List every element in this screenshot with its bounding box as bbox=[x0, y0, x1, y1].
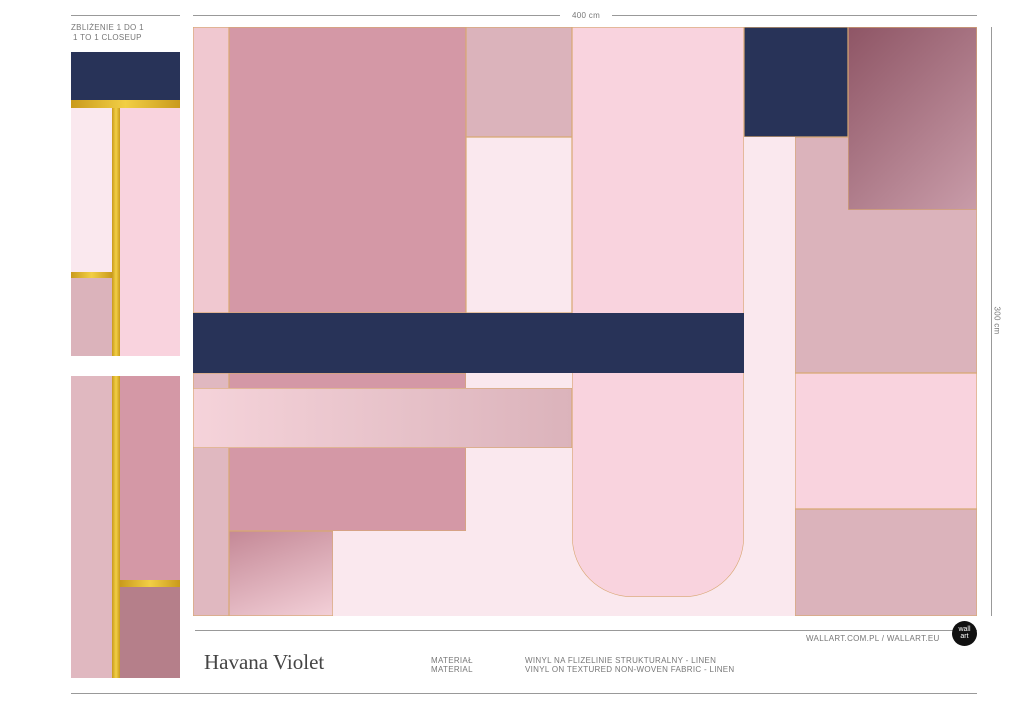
product-name: Havana Violet bbox=[204, 650, 325, 674]
material-label-en: MATERIAL bbox=[431, 665, 473, 674]
wallart-logo: wall art bbox=[952, 621, 977, 646]
material-value-pl: WINYL NA FLIZELINIE STRUKTURALNY - LINEN bbox=[525, 656, 717, 665]
height-dimension-line bbox=[991, 27, 992, 616]
website-link[interactable]: WALLART.COM.PL / WALLART.EU bbox=[806, 634, 940, 643]
footer-top-divider bbox=[195, 630, 977, 631]
width-label: 400 cm bbox=[560, 11, 613, 20]
closeup-label-en: 1 TO 1 CLOSEUP bbox=[73, 33, 142, 42]
closeup-panel-bottom bbox=[71, 376, 180, 678]
closeup-panel-top bbox=[71, 52, 180, 356]
closeup-divider bbox=[71, 15, 180, 16]
closeup-label-pl: ZBLIŻENIE 1 DO 1 bbox=[71, 23, 144, 32]
material-value-en: VINYL ON TEXTURED NON-WOVEN FABRIC - LIN… bbox=[525, 665, 735, 674]
height-label: 300 cm bbox=[992, 298, 1002, 343]
material-label-pl: MATERIAŁ bbox=[431, 656, 473, 665]
wallpaper-preview bbox=[193, 27, 977, 616]
footer-bottom-divider bbox=[71, 693, 977, 694]
